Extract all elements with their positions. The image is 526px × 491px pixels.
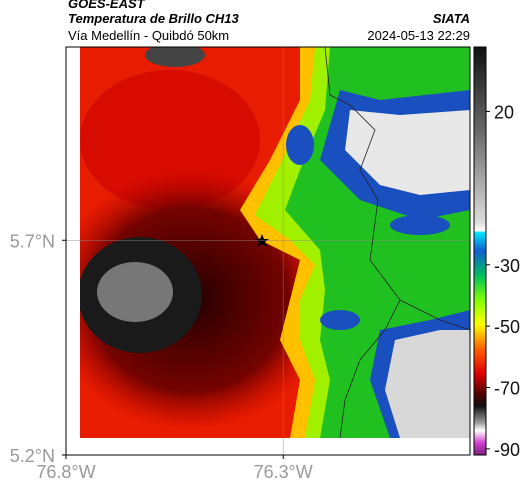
y-tick-label: 5.2°N	[10, 446, 55, 466]
x-tick-label: 76.3°W	[254, 462, 313, 482]
source: SIATA	[433, 11, 470, 26]
colorbar-tick-label: -90	[494, 440, 520, 460]
x-tick-label: 76.8°W	[36, 462, 95, 482]
datetime: 2024-05-13 22:29	[367, 28, 470, 43]
location: Vía Medellín - Quibdó 50km	[68, 28, 229, 43]
y-tick-label: 5.7°N	[10, 231, 55, 251]
map-frame	[65, 46, 471, 456]
subtitle: Temperatura de Brillo CH13	[68, 11, 240, 26]
title: GOES-EAST	[68, 0, 146, 11]
colorbar-tick-label: -70	[494, 379, 520, 399]
colorbar-tick-label: 20	[494, 102, 514, 122]
colorbar-tick-label: -50	[494, 317, 520, 337]
colorbar-tick-label: -30	[494, 256, 520, 276]
colorbar	[473, 46, 487, 456]
satellite-image	[80, 47, 470, 438]
